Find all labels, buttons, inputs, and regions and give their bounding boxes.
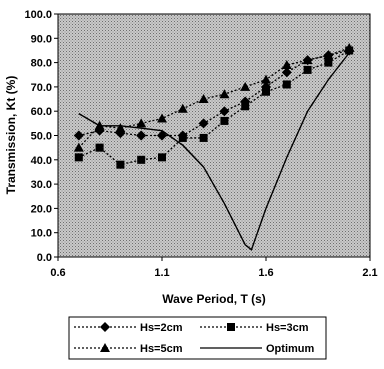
y-tick-label: 80.0 bbox=[31, 58, 52, 70]
x-axis: 0.6 1.1 1.6 2.1 bbox=[50, 257, 378, 279]
data-point-hs-5cm bbox=[281, 60, 292, 70]
x-tick-label: 1.1 bbox=[154, 267, 169, 279]
data-point-hs-3cm bbox=[324, 58, 333, 67]
data-point-hs-5cm bbox=[219, 89, 230, 99]
legend-item-hs-3cm: Hs=3cm bbox=[200, 322, 309, 334]
data-point-hs-5cm bbox=[344, 43, 355, 53]
x-tick-label: 2.1 bbox=[362, 267, 377, 279]
data-point-hs-2cm bbox=[136, 130, 147, 141]
x-tick-label: 1.6 bbox=[258, 267, 273, 279]
x-tick-label: 0.6 bbox=[50, 267, 65, 279]
y-tick-label: 100.0 bbox=[24, 9, 52, 21]
y-tick-label: 10.0 bbox=[31, 228, 52, 240]
y-tick-label: 40.0 bbox=[31, 155, 52, 167]
legend-label: Hs=3cm bbox=[266, 322, 309, 334]
data-point-hs-3cm bbox=[199, 133, 208, 142]
legend-box bbox=[68, 316, 327, 360]
legend: Hs=2cm Hs=3cm Hs=5cm Optimum bbox=[68, 316, 327, 360]
data-point-hs-5cm bbox=[240, 81, 251, 91]
legend-marker bbox=[100, 322, 110, 332]
data-point-hs-2cm bbox=[281, 67, 292, 78]
legend-label: Hs=2cm bbox=[140, 322, 183, 334]
series-line-hs-5cm bbox=[78, 47, 350, 149]
y-tick-label: 70.0 bbox=[31, 82, 52, 94]
data-point-hs-3cm bbox=[95, 143, 104, 152]
y-tick-label: 20.0 bbox=[31, 203, 52, 215]
data-point-hs-3cm bbox=[137, 155, 146, 164]
data-point-hs-3cm bbox=[74, 153, 83, 162]
data-point-hs-5cm bbox=[177, 103, 188, 113]
legend-label: Optimum bbox=[266, 343, 314, 355]
data-point-hs-5cm bbox=[73, 142, 84, 152]
y-tick-label: 50.0 bbox=[31, 131, 52, 143]
y-axis: 0.0 10.0 20.0 30.0 40.0 50.0 60.0 70.0 80.0 90.0 1… bbox=[24, 9, 58, 264]
y-tick-label: 90.0 bbox=[31, 33, 52, 45]
legend-marker bbox=[100, 343, 110, 352]
series-optimum bbox=[78, 52, 350, 251]
data-point-hs-5cm bbox=[323, 50, 334, 60]
legend-item-hs-5cm: Hs=5cm bbox=[74, 343, 183, 355]
data-point-hs-5cm bbox=[115, 123, 126, 133]
data-point-hs-3cm bbox=[262, 87, 270, 96]
legend-label: Hs=5cm bbox=[140, 343, 183, 355]
data-point-hs-3cm bbox=[241, 102, 250, 111]
data-point-hs-5cm bbox=[261, 74, 271, 84]
data-point-hs-2cm bbox=[198, 118, 209, 129]
data-point-hs-5cm bbox=[157, 113, 167, 123]
data-point-hs-5cm bbox=[136, 118, 147, 128]
legend-marker bbox=[227, 323, 235, 331]
series-hs-3cm bbox=[74, 46, 354, 169]
plot-area bbox=[57, 13, 371, 258]
data-point-hs-3cm bbox=[158, 153, 166, 162]
series-line-optimum bbox=[78, 52, 350, 251]
data-point-hs-3cm bbox=[303, 65, 312, 74]
data-point-hs-5cm bbox=[198, 94, 209, 104]
x-axis-title: Wave Period, T (s) bbox=[162, 292, 266, 306]
y-tick-label: 60.0 bbox=[31, 106, 52, 118]
y-tick-label: 30.0 bbox=[31, 179, 52, 191]
legend-item-hs-2cm: Hs=2cm bbox=[74, 322, 183, 334]
data-point-hs-3cm bbox=[178, 133, 187, 142]
y-tick-label: 0.0 bbox=[37, 252, 52, 264]
series-layer bbox=[73, 43, 355, 251]
y-axis-title: Transmission, Kt (%) bbox=[4, 76, 18, 195]
legend-item-optimum: Optimum bbox=[200, 343, 314, 355]
data-point-hs-2cm bbox=[73, 130, 84, 141]
data-point-hs-5cm bbox=[302, 55, 313, 65]
data-point-hs-3cm bbox=[116, 160, 125, 169]
data-point-hs-2cm bbox=[219, 106, 230, 117]
data-point-hs-3cm bbox=[282, 80, 291, 89]
data-point-hs-3cm bbox=[220, 116, 229, 125]
